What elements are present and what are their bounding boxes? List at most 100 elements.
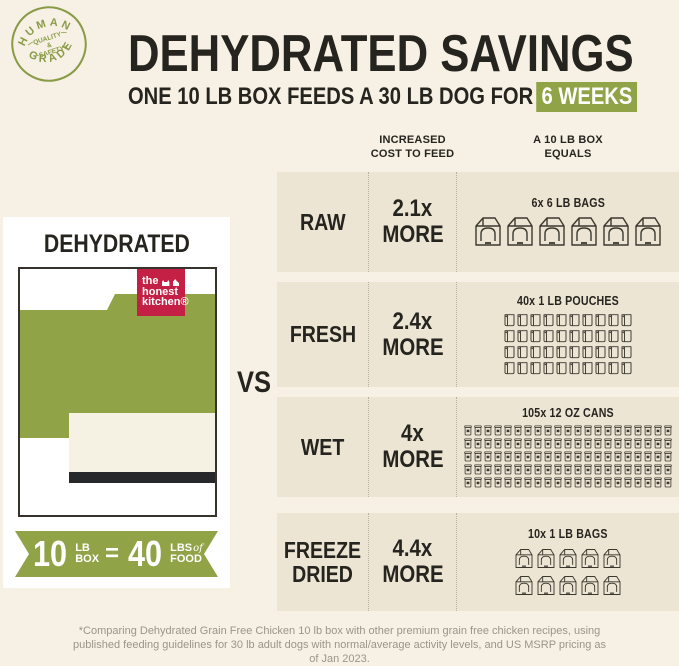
can-icon xyxy=(524,451,532,462)
pouch-icon xyxy=(608,313,619,327)
can-icon xyxy=(594,464,602,475)
pouch-icon xyxy=(517,329,528,343)
pouch-icon xyxy=(595,361,606,375)
pouch-icon xyxy=(530,361,541,375)
bag-icon xyxy=(569,215,599,248)
can-icon xyxy=(594,425,602,436)
equivalent-caption: 6x 6 LB BAGS xyxy=(531,196,605,210)
equivalent-caption: 40x 1 LB POUCHES xyxy=(517,294,619,308)
can-icon xyxy=(664,477,672,488)
can-icon xyxy=(634,438,642,449)
bag-icon xyxy=(580,546,600,571)
can-icon xyxy=(474,477,482,488)
pouch-icon xyxy=(543,329,554,343)
can-icon xyxy=(564,425,572,436)
can-icon xyxy=(664,451,672,462)
pouch-icon xyxy=(621,345,632,359)
can-icon xyxy=(644,425,652,436)
equivalent-caption: 10x 1 LB BAGS xyxy=(528,526,608,541)
pouch-icon xyxy=(608,329,619,343)
human-grade-badge: HUMAN GRADE QUALITY & SAFETY xyxy=(0,0,98,93)
bag-icon xyxy=(473,215,503,248)
food-type-label: FRESH xyxy=(289,321,356,348)
vs-label: VS xyxy=(237,366,272,399)
pouch-icon xyxy=(569,313,580,327)
comparison-table: INCREASED COST TO FEED A 10 LB BOX EQUAL… xyxy=(277,133,679,618)
can-icon xyxy=(504,464,512,475)
can-icon xyxy=(604,477,612,488)
can-icon xyxy=(614,438,622,449)
can-icon xyxy=(654,464,662,475)
can-icon xyxy=(514,451,522,462)
comparison-row: RAW 2.1x MORE 6x 6 LB BAGS xyxy=(277,172,679,272)
can-icon xyxy=(584,477,592,488)
can-icon xyxy=(624,464,632,475)
bag-icon xyxy=(633,215,663,248)
pouch-icon xyxy=(582,361,593,375)
can-icon xyxy=(614,464,622,475)
can-icon xyxy=(634,451,642,462)
can-icon xyxy=(624,425,632,436)
can-icon xyxy=(624,477,632,488)
can-icon xyxy=(654,425,662,436)
pouch-icon xyxy=(621,361,632,375)
pouch-icon xyxy=(517,345,528,359)
can-icon xyxy=(474,451,482,462)
can-icon xyxy=(634,464,642,475)
column-header-cost: INCREASED COST TO FEED xyxy=(370,134,455,161)
bag-icon xyxy=(505,215,535,248)
pouch-icon xyxy=(595,345,606,359)
can-icon xyxy=(574,425,582,436)
can-icon xyxy=(504,451,512,462)
pouch-icon xyxy=(504,329,515,343)
can-icon xyxy=(484,464,492,475)
can-icon xyxy=(494,477,502,488)
icon-grid xyxy=(514,546,622,598)
can-icon xyxy=(514,477,522,488)
can-icon xyxy=(564,464,572,475)
can-icon xyxy=(644,477,652,488)
pouch-icon xyxy=(569,361,580,375)
multiplier-more: MORE xyxy=(381,221,444,248)
can-icon xyxy=(614,451,622,462)
page-header: DEHYDRATED SAVINGS ONE 10 LB BOX FEEDS A… xyxy=(128,28,673,112)
can-icon xyxy=(584,464,592,475)
pouch-icon xyxy=(504,361,515,375)
pouch-icon xyxy=(569,329,580,343)
can-icon xyxy=(534,464,542,475)
can-icon xyxy=(474,464,482,475)
can-icon xyxy=(594,451,602,462)
badge-seal-icon: HUMAN GRADE QUALITY & SAFETY xyxy=(11,6,87,82)
pouch-icon xyxy=(504,345,515,359)
can-icon xyxy=(624,438,632,449)
badge-center-amp: & xyxy=(46,41,53,49)
pouch-icon xyxy=(595,329,606,343)
can-icon xyxy=(464,451,472,462)
multiplier-value: 2.1x xyxy=(392,195,433,223)
multiplier-value: 2.4x xyxy=(392,307,433,335)
multiplier-more: MORE xyxy=(381,333,444,361)
multiplier-value: 4.4x xyxy=(392,535,433,563)
ribbon-unit-food: FOOD xyxy=(170,553,202,565)
subtitle-text: ONE 10 LB BOX FEEDS A 30 LB DOG FOR xyxy=(128,83,534,110)
ribbon-of: of xyxy=(193,543,203,554)
multiplier-more: MORE xyxy=(381,446,444,473)
can-icon xyxy=(604,451,612,462)
pouch-icon xyxy=(530,329,541,343)
icon-grid xyxy=(464,425,672,488)
bag-icon xyxy=(536,546,556,571)
can-icon xyxy=(554,425,562,436)
multiplier-more: MORE xyxy=(381,561,444,588)
can-icon xyxy=(544,477,552,488)
can-icon xyxy=(634,477,642,488)
can-icon xyxy=(554,477,562,488)
can-icon xyxy=(574,464,582,475)
can-icon xyxy=(544,438,552,449)
can-icon xyxy=(544,451,552,462)
can-icon xyxy=(464,464,472,475)
pouch-icon xyxy=(608,345,619,359)
dehydrated-card: DEHYDRATED the honest kitchen® xyxy=(3,217,230,588)
can-icon xyxy=(614,477,622,488)
can-icon xyxy=(584,451,592,462)
